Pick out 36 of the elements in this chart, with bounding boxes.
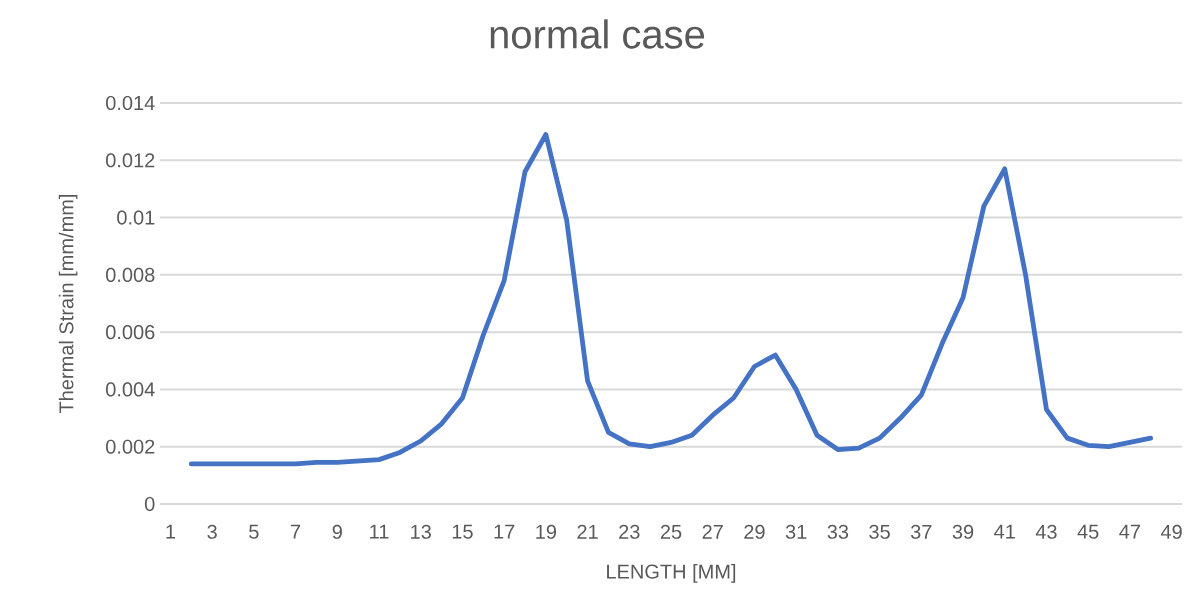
x-tick-label: 11 [370, 524, 389, 539]
x-tick-label: 13 [411, 524, 431, 539]
x-tick-label: 29 [744, 524, 765, 539]
y-tick-label: 0.012 [106, 153, 155, 168]
y-tick-label: 0.014 [106, 95, 155, 111]
x-tick-label: 35 [869, 524, 890, 539]
x-tick-label: 33 [827, 524, 849, 539]
x-tick-label: 49 [1160, 524, 1182, 539]
x-tick-label: 27 [702, 524, 723, 539]
y-tick-label: 0.002 [106, 439, 155, 454]
x-tick-label: 15 [452, 524, 473, 539]
chart-title: normal case [490, 19, 705, 49]
x-tick-label: 43 [1035, 524, 1057, 539]
y-tick-label: 0 [144, 496, 155, 512]
x-tick-label: 3 [207, 524, 217, 539]
x-axis-title: LENGTH [MM] [607, 564, 736, 583]
x-tick-label: 47 [1119, 524, 1140, 539]
y-axis-title: Thermal Strain [mm/mm] [58, 194, 78, 414]
y-tick-label: 0.008 [106, 267, 155, 282]
y-tick-label: 0.01 [117, 210, 155, 225]
x-tick-label: 41 [994, 524, 1015, 539]
x-tick-label: 1 [166, 524, 176, 539]
x-tick-label: 21 [577, 524, 598, 539]
x-tick-label: 39 [952, 524, 974, 539]
x-tick-label: 45 [1077, 524, 1099, 539]
x-tick-label: 25 [660, 524, 682, 539]
x-tick-label: 23 [619, 524, 640, 539]
x-tick-label: 5 [249, 524, 259, 539]
x-tick-label: 31 [785, 524, 807, 539]
x-tick-label: 19 [536, 524, 557, 539]
x-tick-label: 37 [910, 524, 932, 539]
x-tick-label: 17 [494, 524, 515, 539]
x-tick-label: 9 [332, 524, 342, 539]
y-tick-label: 0.006 [106, 325, 155, 340]
x-tick-label: 7 [291, 524, 301, 539]
y-tick-label: 0.004 [106, 382, 155, 397]
